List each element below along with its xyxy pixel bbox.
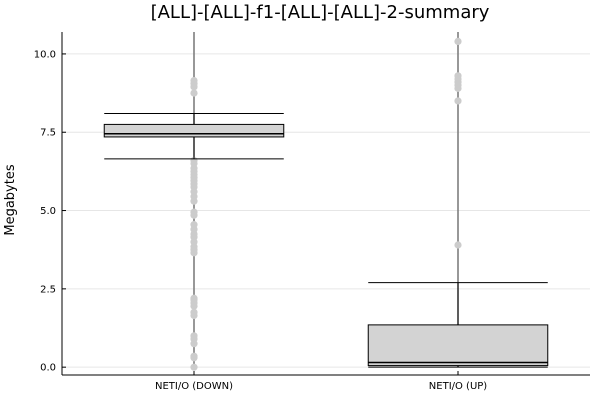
box-group <box>367 32 549 368</box>
axes <box>61 32 590 376</box>
box-group <box>103 32 285 371</box>
axis-ticks: 0.0 2.5 5.0 7.5 10.0 NETI/O (DOWN) NETI/O (UP) <box>34 49 488 392</box>
outlier-point <box>454 97 462 105</box>
y-tick-label: 2.5 <box>40 284 56 295</box>
outlier-point <box>190 294 198 302</box>
y-tick-label: 10.0 <box>34 49 56 60</box>
outlier-point <box>190 221 198 229</box>
outlier-point <box>190 208 198 216</box>
outlier-point <box>454 241 462 249</box>
y-tick-label: 0.0 <box>40 363 56 374</box>
outlier-point <box>190 76 198 85</box>
outlier-point <box>190 89 198 97</box>
outlier-point <box>190 352 198 360</box>
x-tick-label: NETI/O (DOWN) <box>155 381 233 392</box>
outlier-point <box>454 72 462 80</box>
y-tick-label: 7.5 <box>40 128 56 139</box>
outlier-point <box>190 363 198 371</box>
y-axis-label: Megabytes <box>3 164 18 235</box>
x-tick-label: NETI/O (UP) <box>429 381 488 392</box>
outlier-point <box>190 332 198 340</box>
chart-title: [ALL]-[ALL]-f1-[ALL]-[ALL]-2-summary <box>151 2 490 23</box>
outlier-point <box>190 308 198 316</box>
outlier-point <box>454 37 462 45</box>
y-tick-label: 5.0 <box>40 206 56 217</box>
box-iqr <box>103 123 285 138</box>
box-iqr <box>367 324 549 367</box>
box-series <box>103 32 549 371</box>
grid-lines <box>62 53 590 368</box>
